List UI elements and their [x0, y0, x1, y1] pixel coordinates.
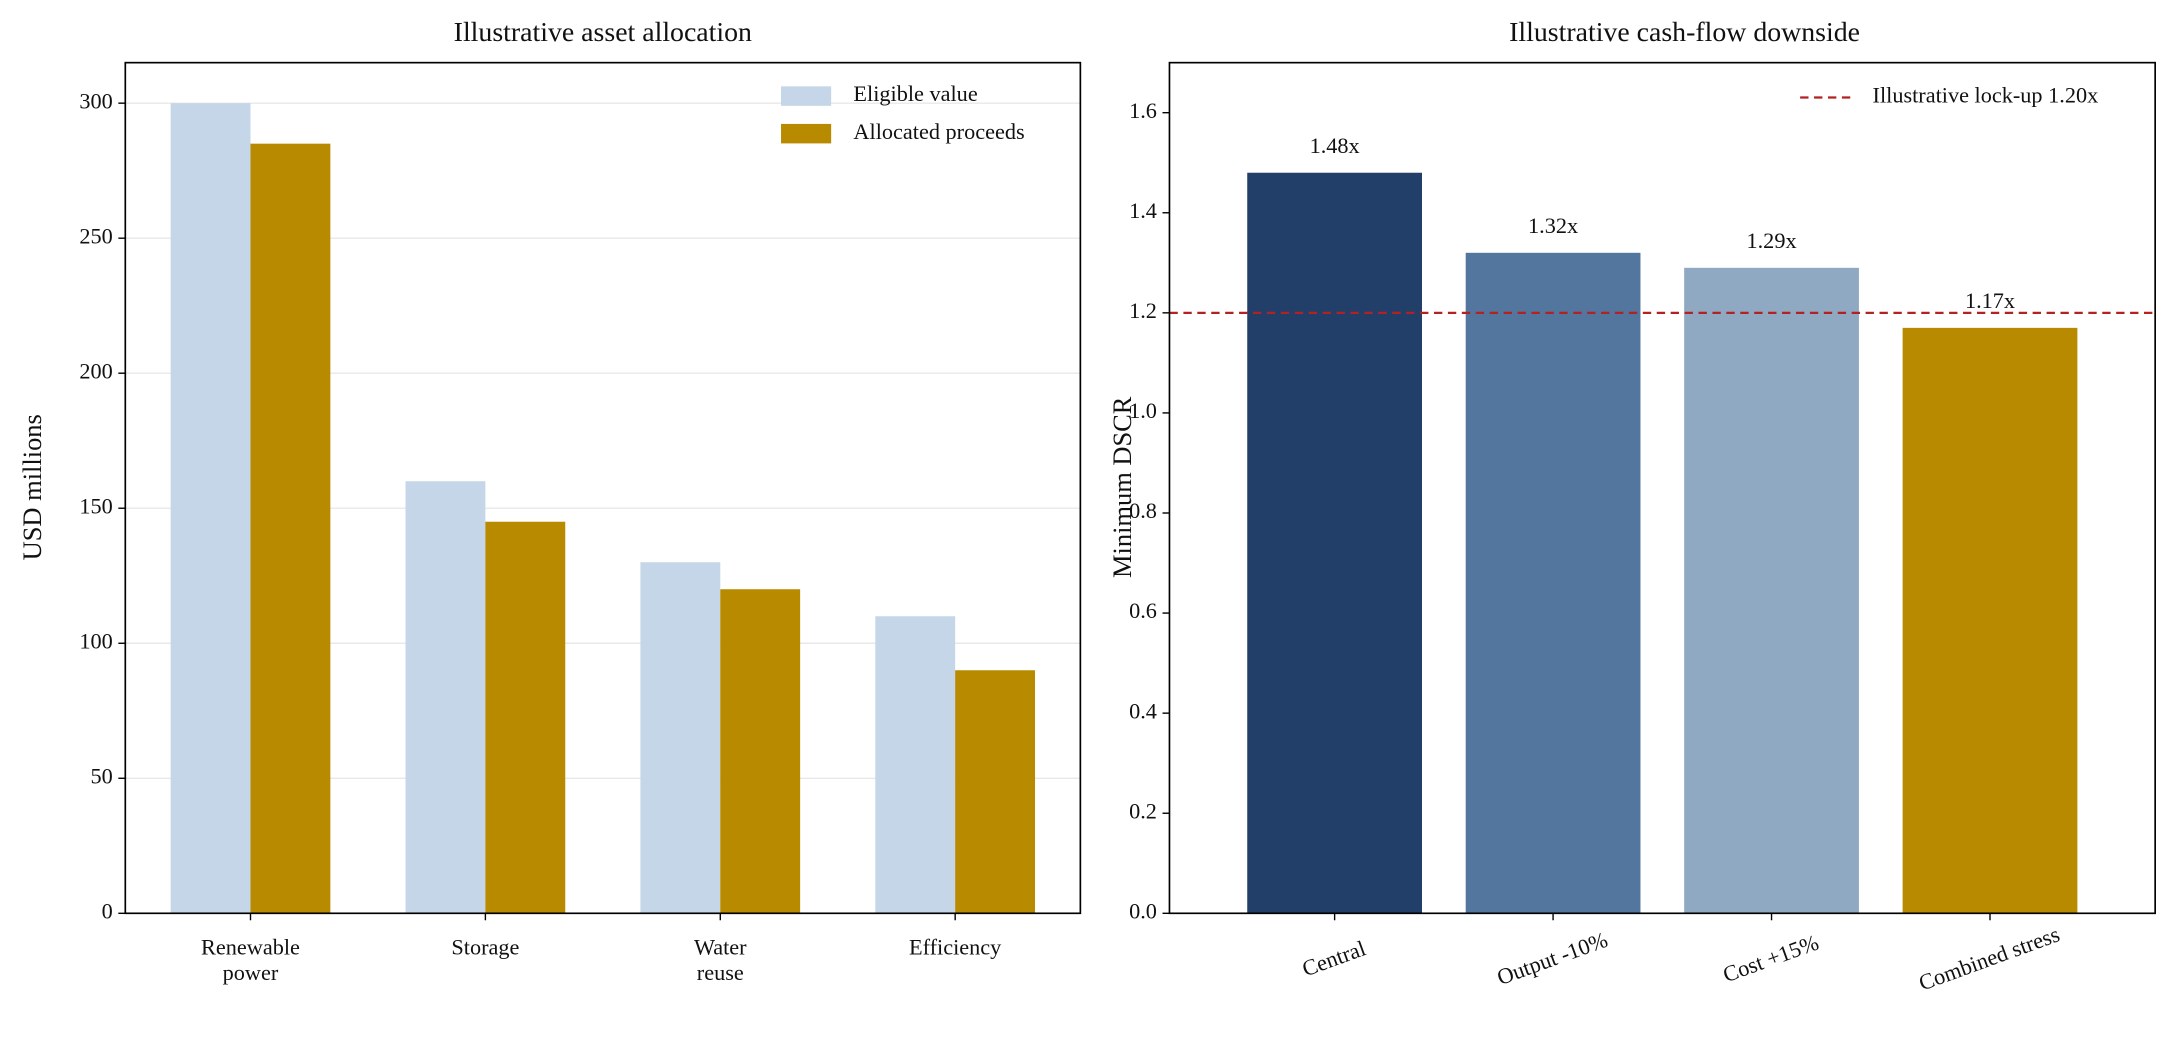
y-tick-label: 1.2 [1129, 298, 1157, 323]
bar [720, 589, 801, 914]
value-label: 1.32x [1528, 213, 1578, 238]
legend-swatch [781, 86, 832, 106]
legend-label: Allocated proceeds [853, 119, 1024, 144]
y-tick-label: 100 [79, 628, 112, 653]
y-tick-label: 200 [79, 358, 112, 383]
y-axis-label: USD millions [17, 414, 47, 560]
bar [1902, 327, 2078, 914]
y-tick-label: 150 [79, 493, 112, 518]
y-tick-label: 0.2 [1129, 798, 1157, 823]
bar [170, 103, 251, 914]
x-tick-label: Cost +15% [1720, 930, 1822, 988]
bar [405, 481, 486, 914]
bar [250, 143, 331, 914]
value-label: 1.48x [1310, 133, 1360, 158]
legend-label: Eligible value [853, 81, 977, 106]
bar [875, 616, 956, 914]
axes-frame [1168, 61, 2156, 915]
y-tick-label: 50 [91, 763, 113, 788]
x-tick-label: Water reuse [694, 935, 747, 986]
x-tick-label: Efficiency [909, 935, 1002, 960]
y-tick-label: 1.0 [1129, 398, 1157, 423]
y-tick-label: 0.8 [1129, 498, 1157, 523]
bar [640, 562, 721, 914]
bar [1684, 267, 1859, 914]
value-label: 1.17x [1965, 288, 2015, 313]
chart-title: Illustrative cash-flow downside [1509, 17, 1860, 48]
bar [1247, 172, 1423, 914]
y-tick-label: 0 [102, 898, 113, 923]
axes-frame [124, 61, 1082, 915]
bar [485, 521, 566, 914]
legend-label: Illustrative lock-up 1.20x [1873, 83, 2099, 108]
y-tick-label: 0.6 [1129, 598, 1157, 623]
bar [1465, 252, 1641, 914]
y-tick-label: 1.4 [1129, 198, 1157, 223]
x-tick-label: Output -10% [1494, 927, 1611, 990]
value-label: 1.29x [1746, 228, 1796, 253]
y-tick-label: 300 [79, 88, 112, 113]
y-tick-label: 0.4 [1129, 698, 1157, 723]
bar [955, 670, 1036, 914]
chart-title: Illustrative asset allocation [454, 17, 752, 48]
x-tick-label: Renewable power [201, 935, 300, 986]
x-tick-label: Combined stress [1915, 921, 2062, 995]
x-tick-label: Storage [451, 935, 519, 960]
y-tick-label: 1.6 [1129, 98, 1157, 123]
y-axis-label: Minimum DSCR [1107, 396, 1137, 578]
y-tick-label: 250 [79, 223, 112, 248]
legend-swatch [781, 123, 832, 144]
y-tick-label: 0.0 [1129, 898, 1157, 923]
x-tick-label: Central [1299, 935, 1369, 981]
